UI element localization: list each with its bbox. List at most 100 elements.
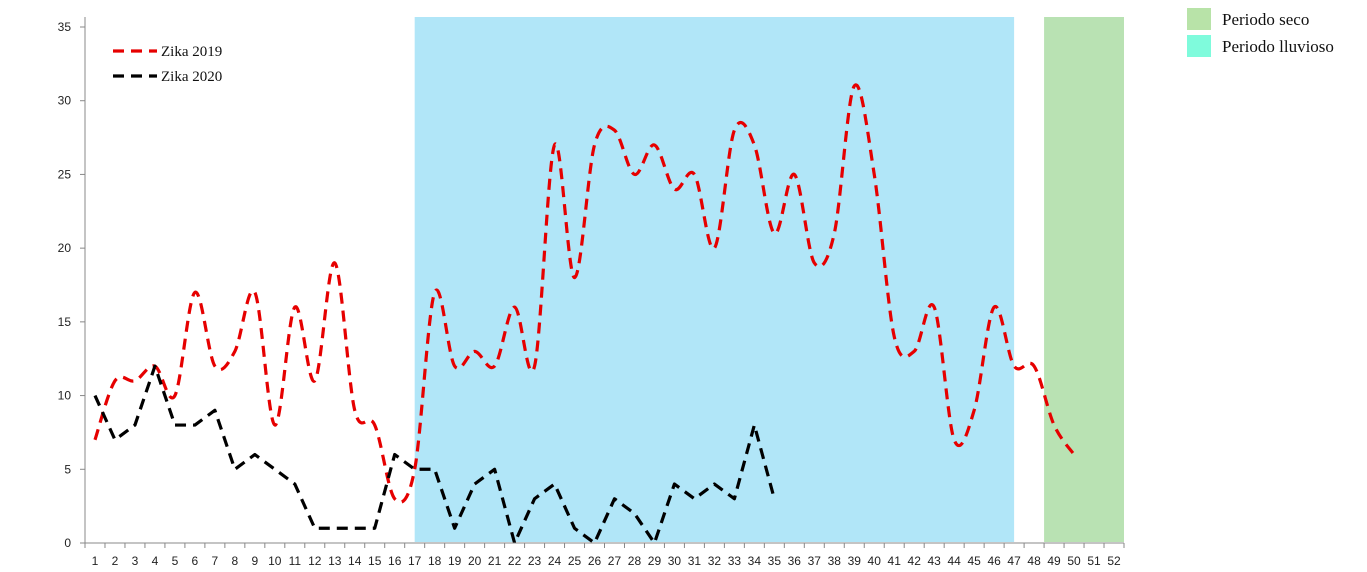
- data-point-0-27: [633, 173, 635, 175]
- data-point-0-24: [574, 277, 576, 279]
- data-point-0-1: [114, 380, 116, 382]
- shaded-region-1: [1044, 17, 1124, 542]
- data-point-1-15: [394, 454, 396, 456]
- data-point-0-9: [274, 424, 276, 426]
- x-tick-label: 46: [987, 554, 1001, 568]
- y-tick-label: 25: [58, 167, 72, 181]
- data-point-0-25: [594, 144, 596, 146]
- data-point-1-2: [134, 424, 136, 426]
- data-point-1-6: [214, 409, 216, 411]
- data-point-1-32: [733, 498, 735, 500]
- x-tick-label: 32: [708, 554, 722, 568]
- data-point-0-20: [494, 365, 496, 367]
- data-point-1-18: [454, 527, 456, 529]
- data-point-0-28: [653, 144, 655, 146]
- data-point-0-45: [993, 306, 995, 308]
- data-point-1-1: [114, 439, 116, 441]
- x-tick-label: 30: [668, 554, 682, 568]
- data-point-1-11: [314, 527, 316, 529]
- data-point-0-37: [833, 232, 835, 234]
- data-point-1-10: [294, 483, 296, 485]
- x-tick-label: 38: [828, 554, 842, 568]
- data-point-0-33: [753, 144, 755, 146]
- period-legend-label: Periodo seco: [1222, 10, 1309, 29]
- x-tick-label: 24: [548, 554, 562, 568]
- shaded-region-0: [414, 17, 1015, 542]
- y-tick-label: 35: [58, 20, 72, 34]
- data-point-1-20: [494, 468, 496, 470]
- data-point-0-44: [973, 409, 975, 411]
- x-tick-label: 2: [112, 554, 119, 568]
- x-tick-label: 5: [172, 554, 179, 568]
- data-point-0-30: [693, 173, 695, 175]
- x-tick-label: 47: [1007, 554, 1021, 568]
- period-legend-swatch-1: [1187, 35, 1211, 57]
- data-point-0-2: [134, 380, 136, 382]
- x-tick-label: 34: [748, 554, 762, 568]
- data-point-0-5: [194, 291, 196, 293]
- data-point-1-26: [613, 498, 615, 500]
- data-point-1-3: [154, 365, 156, 367]
- data-point-1-19: [474, 483, 476, 485]
- x-tick-label: 7: [212, 554, 219, 568]
- x-tick-label: 41: [888, 554, 902, 568]
- data-point-0-0: [94, 439, 96, 441]
- data-point-1-33: [753, 424, 755, 426]
- data-point-0-7: [234, 350, 236, 352]
- data-point-0-43: [953, 439, 955, 441]
- data-point-1-5: [194, 424, 196, 426]
- data-point-0-15: [394, 498, 396, 500]
- x-tick-label: 44: [947, 554, 961, 568]
- x-tick-label: 48: [1027, 554, 1041, 568]
- legend-label: Zika 2020: [161, 69, 222, 85]
- period-legend-swatch-0: [1187, 8, 1211, 30]
- x-tick-label: 51: [1087, 554, 1101, 568]
- x-tick-label: 9: [251, 554, 258, 568]
- data-point-0-12: [334, 262, 336, 264]
- x-tick-label: 18: [428, 554, 442, 568]
- data-point-1-13: [354, 527, 356, 529]
- data-point-1-22: [534, 498, 536, 500]
- x-tick-label: 23: [528, 554, 542, 568]
- data-point-1-31: [713, 483, 715, 485]
- data-point-1-0: [94, 395, 96, 397]
- data-point-0-26: [613, 129, 615, 131]
- data-point-0-8: [254, 291, 256, 293]
- x-tick-label: 28: [628, 554, 642, 568]
- data-point-0-18: [454, 365, 456, 367]
- data-point-0-31: [713, 247, 715, 249]
- data-point-1-4: [174, 424, 176, 426]
- x-tick-label: 50: [1067, 554, 1081, 568]
- data-point-1-27: [633, 513, 635, 515]
- legend: Zika 2019 Zika 2020: [113, 44, 222, 85]
- data-point-0-46: [1013, 365, 1015, 367]
- x-tick-label: 17: [408, 554, 422, 568]
- x-tick-label: 19: [448, 554, 462, 568]
- x-tick-label: 39: [848, 554, 862, 568]
- x-tick-label: 16: [388, 554, 402, 568]
- x-tick-label: 43: [928, 554, 942, 568]
- series-line-0: [93, 83, 1076, 504]
- legend-label: Zika 2019: [161, 44, 222, 60]
- x-tick-label: 4: [152, 554, 159, 568]
- y-tick-label: 10: [58, 389, 72, 403]
- x-tick-label: 15: [368, 554, 382, 568]
- x-tick-label: 6: [192, 554, 199, 568]
- x-tick-label: 45: [967, 554, 981, 568]
- data-point-1-7: [234, 468, 236, 470]
- data-point-0-32: [733, 129, 735, 131]
- x-tick-label: 27: [608, 554, 622, 568]
- data-point-1-9: [274, 468, 276, 470]
- data-point-0-13: [354, 409, 356, 411]
- data-point-0-14: [374, 424, 376, 426]
- data-point-0-17: [434, 291, 436, 293]
- x-tick-label: 13: [328, 554, 342, 568]
- data-point-0-4: [174, 395, 176, 397]
- x-tick-label: 42: [908, 554, 922, 568]
- x-tick-label: 49: [1047, 554, 1061, 568]
- x-tick-label: 35: [768, 554, 782, 568]
- data-point-0-36: [813, 262, 815, 264]
- data-point-0-10: [294, 306, 296, 308]
